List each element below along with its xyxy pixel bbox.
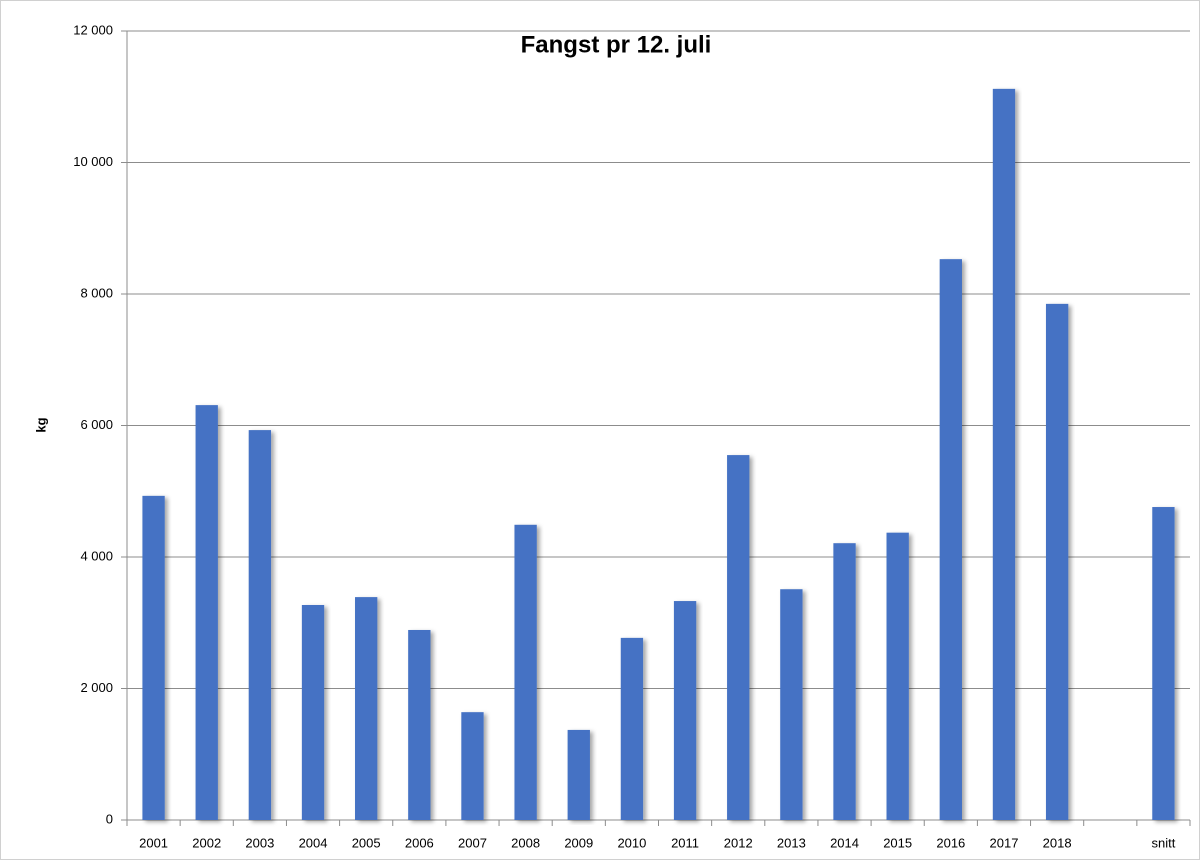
bar	[142, 495, 165, 820]
x-tick-label: 2015	[883, 835, 912, 850]
bar	[1045, 303, 1069, 820]
x-tick-label: 2010	[617, 835, 646, 850]
y-tick-label: 8 000	[80, 285, 113, 300]
x-tick-label: 2017	[990, 835, 1019, 850]
x-tick-label: 2014	[830, 835, 859, 850]
bar	[886, 532, 909, 820]
bar	[992, 88, 1016, 821]
bar	[195, 405, 218, 820]
bar	[833, 543, 856, 820]
x-tick-label: 2002	[192, 835, 221, 850]
x-tick-label: snitt	[1152, 835, 1176, 850]
chart-title: Fangst pr 12. juli	[521, 31, 712, 58]
bar	[939, 259, 962, 821]
bar	[780, 589, 803, 820]
x-tick-label: 2001	[139, 835, 168, 850]
x-tick-label: 2018	[1043, 835, 1072, 850]
y-tick-label: 4 000	[80, 548, 113, 563]
x-tick-label: 2004	[299, 835, 328, 850]
y-tick-label: 12 000	[73, 22, 113, 37]
x-tick-label: 2012	[724, 835, 753, 850]
x-tick-label: 2005	[352, 835, 381, 850]
bar	[248, 430, 272, 820]
bar	[514, 524, 537, 820]
x-tick-label: 2003	[245, 835, 274, 850]
bar	[301, 604, 325, 820]
x-tick-label: 2008	[511, 835, 540, 850]
y-axis-title: kg	[33, 417, 48, 432]
x-tick-label: 2006	[405, 835, 434, 850]
x-tick-label: 2007	[458, 835, 487, 850]
bar	[408, 629, 431, 820]
x-tick-label: 2013	[777, 835, 806, 850]
y-tick-label: 6 000	[80, 417, 113, 432]
y-tick-label: 2 000	[80, 680, 113, 695]
y-tick-label: 10 000	[73, 154, 113, 169]
x-tick-label: 2016	[936, 835, 965, 850]
bar	[461, 712, 484, 820]
y-tick-label: 0	[106, 811, 113, 826]
bar	[567, 729, 590, 820]
x-tick-label: 2011	[671, 835, 699, 850]
x-tick-label: 2009	[564, 835, 593, 850]
bar	[673, 601, 697, 820]
bar	[620, 637, 644, 820]
bar	[355, 597, 378, 820]
bar	[1152, 507, 1175, 820]
bar	[727, 455, 750, 820]
